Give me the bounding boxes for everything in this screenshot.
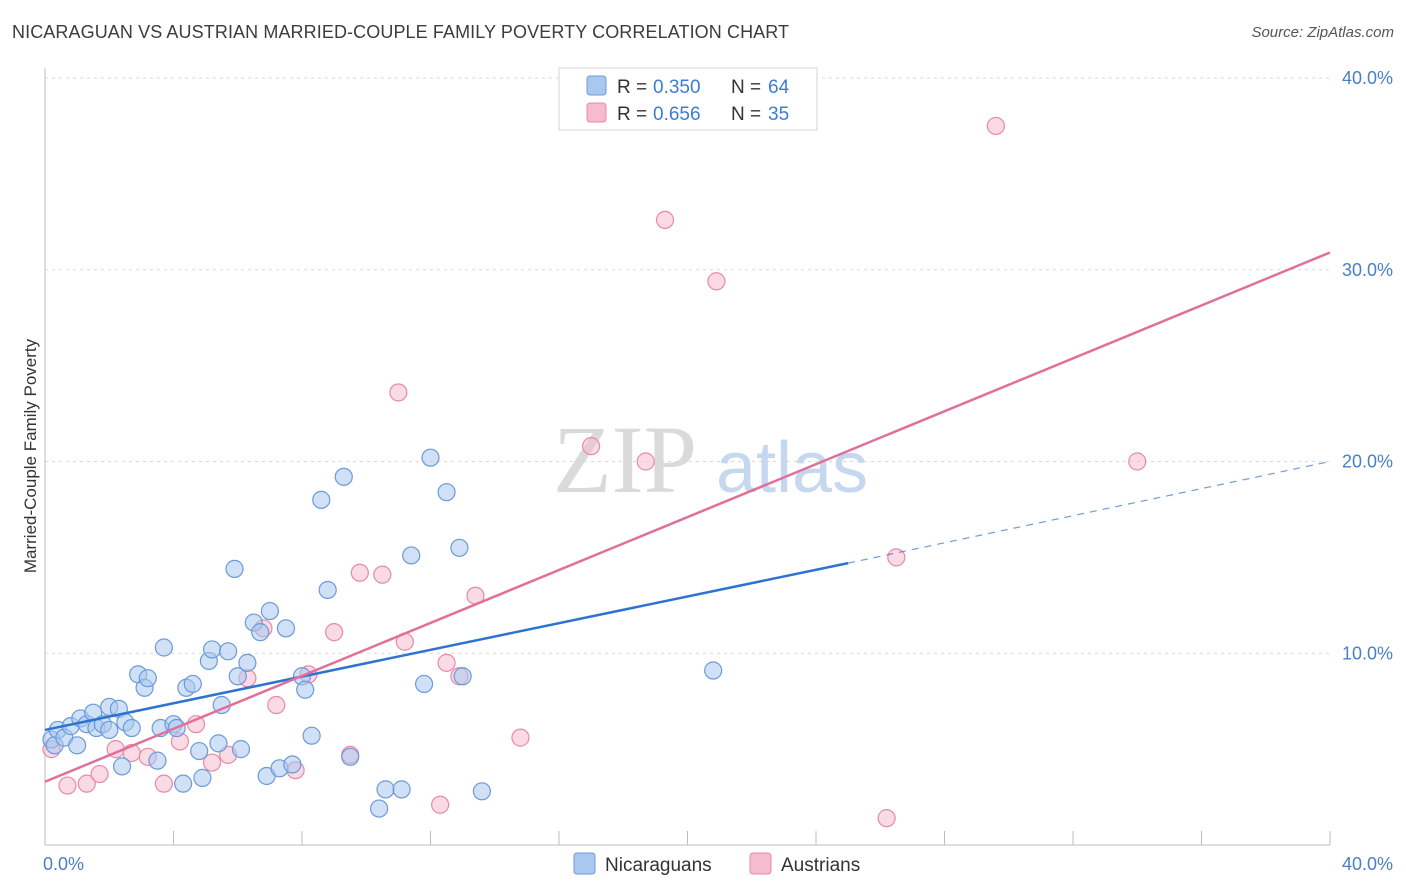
legend-swatch-austrians (586, 102, 607, 123)
nicaraguan-point (453, 667, 472, 686)
bottom-legend-swatch-austrians (749, 852, 772, 875)
nicaraguan-point (296, 680, 315, 699)
austrian-point (90, 764, 109, 784)
austrian-point (636, 452, 655, 471)
y-axis-title: Married-Couple Family Poverty (21, 338, 40, 573)
austrian-point (887, 548, 906, 567)
nicaraguan-point (193, 768, 212, 787)
nicaraguan-point (100, 720, 119, 740)
nicaraguan-point (376, 780, 395, 799)
austrian-point (325, 623, 344, 642)
nicaraguan-point (450, 538, 469, 557)
nicaraguan-point (190, 741, 209, 761)
top-legend: R = 0.350 N = 64 R = 0.656 N = 35 (558, 67, 818, 131)
nicaraguan-point (302, 726, 321, 745)
austrian-point (437, 653, 456, 672)
austrian-point (877, 809, 896, 828)
nicaraguan-point (312, 490, 331, 509)
nicaraguan-point (414, 674, 434, 694)
nicaraguan-point (148, 751, 167, 770)
nicaraguan-point (370, 799, 389, 818)
nicaraguan-point (183, 674, 202, 694)
nicaraguan-point (276, 619, 296, 638)
nicaraguans-trend-extension (848, 460, 1331, 564)
chart-source: Source: ZipAtlas.com (1251, 24, 1394, 41)
nicaraguan-point (704, 661, 723, 680)
nicaraguan-point (238, 653, 257, 672)
x-tick-label-min: 0.0% (43, 854, 84, 874)
austrian-point (154, 774, 173, 793)
legend-r-value-austrians: 0.656 (653, 104, 701, 125)
austrian-point (986, 116, 1006, 136)
bottom-legend-swatch-nicaraguans (573, 852, 596, 875)
austrian-point (267, 695, 286, 715)
nicaraguan-point (341, 747, 360, 766)
nicaraguan-point (421, 448, 440, 467)
trend-lines (44, 251, 1331, 783)
nicaraguan-point (154, 638, 173, 657)
legend-n-value-austrians: 35 (768, 104, 789, 125)
nicaraguan-point (138, 669, 157, 688)
austrian-point (389, 383, 408, 402)
nicaraguan-point (219, 642, 238, 661)
bottom-legend-label-nicaraguans: Nicaraguans (605, 855, 712, 876)
nicaraguan-point (122, 718, 141, 738)
bottom-legend-label-austrians: Austrians (781, 855, 860, 876)
y-tick-label: 40.0% (1342, 68, 1393, 88)
legend-r-value-nicaraguans: 0.350 (653, 77, 701, 98)
austrian-point (582, 437, 601, 456)
legend-n-label-nicaraguans: N = (731, 77, 761, 98)
bottom-legend: Nicaraguans Austrians (573, 852, 860, 876)
nicaraguan-point (334, 467, 353, 486)
nicaraguan-point (228, 667, 247, 686)
austrian-point (431, 795, 450, 814)
nicaraguan-point (225, 559, 244, 578)
watermark: ZIP atlas (553, 406, 868, 513)
austrian-point (707, 272, 726, 291)
nicaraguan-point (402, 546, 421, 565)
nicaraguan-point (437, 483, 456, 502)
austrian-point (1128, 452, 1147, 471)
nicaraguan-point (174, 774, 193, 793)
nicaraguan-point (202, 640, 222, 659)
legend-n-label-austrians: N = (731, 104, 761, 125)
legend-r-label-austrians: R = (617, 104, 647, 125)
austrian-point (655, 210, 675, 229)
nicaraguan-point (112, 757, 132, 776)
austrian-point (77, 774, 96, 793)
legend-r-label-nicaraguans: R = (617, 77, 647, 98)
nicaraguan-point (68, 736, 87, 755)
legend-n-value-nicaraguans: 64 (768, 77, 790, 98)
y-tick-label: 20.0% (1342, 452, 1393, 472)
legend-swatch-nicaraguans (586, 75, 607, 96)
austrians-trend-line (44, 251, 1331, 783)
y-tick-label: 30.0% (1342, 260, 1393, 280)
austrian-point (350, 563, 369, 582)
austrian-point (58, 776, 77, 795)
axis-layer: 10.0% 20.0% 30.0% 40.0% 0.0% 40.0% (43, 68, 1393, 874)
nicaraguan-point (231, 740, 251, 759)
x-tick-label-max: 40.0% (1342, 854, 1393, 874)
austrian-point (373, 565, 392, 584)
watermark-zip: ZIP (553, 406, 697, 513)
chart-title: NICARAGUAN VS AUSTRIAN MARRIED-COUPLE FA… (12, 22, 790, 42)
nicaraguan-point (260, 601, 279, 621)
nicaraguan-point (251, 623, 270, 642)
nicaraguan-point (392, 780, 411, 799)
austrian-point (511, 728, 530, 747)
y-tick-label: 10.0% (1342, 643, 1393, 663)
nicaraguan-point (283, 755, 302, 774)
nicaraguan-point (209, 734, 228, 753)
nicaraguans-trend-line (44, 561, 849, 732)
nicaraguan-point (472, 782, 491, 801)
nicaraguan-point (318, 580, 337, 600)
austrian-point (202, 753, 222, 772)
